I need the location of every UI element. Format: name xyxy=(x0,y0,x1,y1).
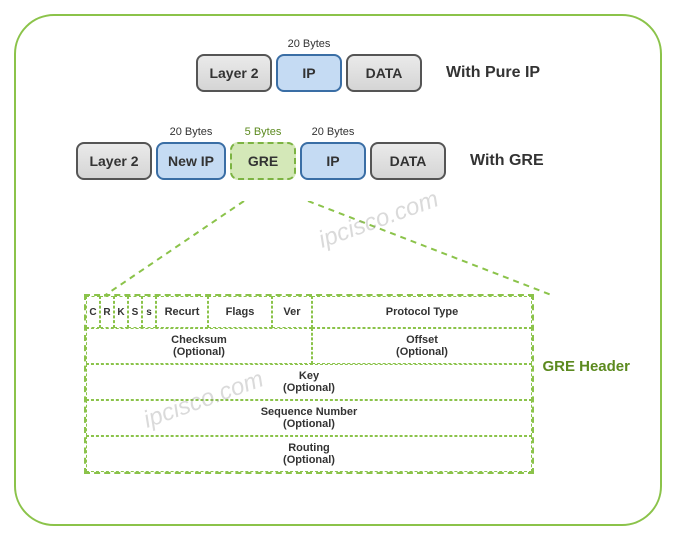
optional-text: (Optional) xyxy=(396,346,448,358)
pure-ip-row: Layer 2 20 Bytes IP DATA With Pure IP xyxy=(196,54,635,92)
gre-row: Layer 2 20 Bytes New IP 5 Bytes GRE 20 B… xyxy=(76,142,635,180)
checksum-text: Checksum xyxy=(171,334,227,346)
header-row-4: Sequence Number (Optional) xyxy=(86,400,532,436)
optional-text: (Optional) xyxy=(173,346,225,358)
bit-s-lower: s xyxy=(142,296,156,328)
bit-s-upper: S xyxy=(128,296,142,328)
sequence-text: Sequence Number xyxy=(261,406,358,418)
header-row-2: Checksum (Optional) Offset (Optional) xyxy=(86,328,532,364)
gre-block: 5 Bytes GRE xyxy=(230,142,296,180)
routing-cell: Routing (Optional) xyxy=(86,436,532,472)
routing-text: Routing xyxy=(288,442,330,454)
ip-text: IP xyxy=(302,65,315,81)
offset-text: Offset xyxy=(406,334,438,346)
watermark-1: ipcisco.com xyxy=(315,185,442,254)
sequence-cell: Sequence Number (Optional) xyxy=(86,400,532,436)
protocol-type-cell: Protocol Type xyxy=(312,296,532,328)
header-row-5: Routing (Optional) xyxy=(86,436,532,472)
header-row-3: Key (Optional) xyxy=(86,364,532,400)
newip-block: 20 Bytes New IP xyxy=(156,142,226,180)
bit-r: R xyxy=(100,296,114,328)
newip-text: New IP xyxy=(168,153,214,169)
key-text: Key xyxy=(299,370,319,382)
bit-c: C xyxy=(86,296,100,328)
gre-header-label: GRE Header xyxy=(542,358,630,375)
byte-label: 20 Bytes xyxy=(312,126,355,138)
byte-label-green: 5 Bytes xyxy=(245,126,282,138)
optional-text: (Optional) xyxy=(283,454,335,466)
checksum-cell: Checksum (Optional) xyxy=(86,328,312,364)
ver-cell: Ver xyxy=(272,296,312,328)
optional-text: (Optional) xyxy=(283,382,335,394)
layer2-block-2: Layer 2 xyxy=(76,142,152,180)
flags-cell: Flags xyxy=(208,296,272,328)
connector-lines xyxy=(104,201,614,299)
ip-text: IP xyxy=(326,153,339,169)
offset-cell: Offset (Optional) xyxy=(312,328,532,364)
key-cell: Key (Optional) xyxy=(86,364,532,400)
bit-k: K xyxy=(114,296,128,328)
optional-text: (Optional) xyxy=(283,418,335,430)
diagram-frame: Layer 2 20 Bytes IP DATA With Pure IP La… xyxy=(14,14,662,526)
recurt-cell: Recurt xyxy=(156,296,208,328)
gre-header-table: C R K S s Recurt Flags Ver Protocol Type… xyxy=(84,294,534,474)
data-block-2: DATA xyxy=(370,142,446,180)
byte-label: 20 Bytes xyxy=(288,38,331,50)
ip-block-2: 20 Bytes IP xyxy=(300,142,366,180)
gre-label: With GRE xyxy=(470,152,544,170)
pure-ip-label: With Pure IP xyxy=(446,64,540,82)
ip-block: 20 Bytes IP xyxy=(276,54,342,92)
byte-label: 20 Bytes xyxy=(170,126,213,138)
header-row-1: C R K S s Recurt Flags Ver Protocol Type xyxy=(86,296,532,328)
layer2-block: Layer 2 xyxy=(196,54,272,92)
data-block: DATA xyxy=(346,54,422,92)
gre-text: GRE xyxy=(248,153,278,169)
